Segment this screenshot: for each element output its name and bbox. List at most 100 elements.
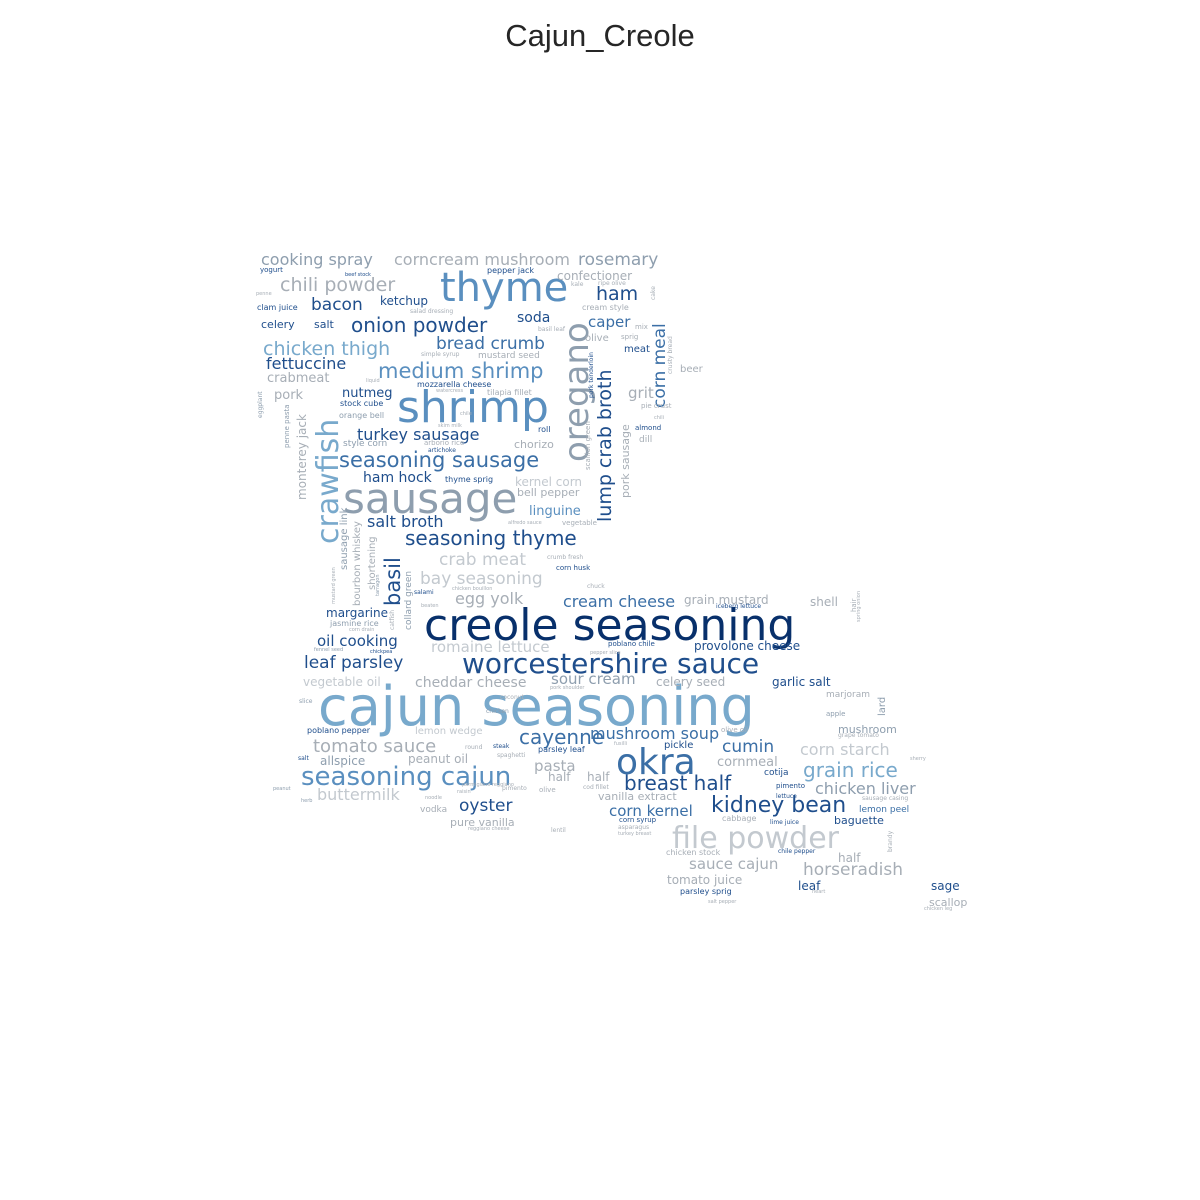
word-seasoning-sausage: seasoning sausage bbox=[339, 448, 540, 472]
word-mustard-seed: mustard seed bbox=[478, 351, 540, 361]
word-vodka: vodka bbox=[420, 805, 448, 815]
word-kale: kale bbox=[571, 281, 584, 288]
word-ripe-olive: ripe olive bbox=[598, 280, 626, 287]
word-salt-broth: salt broth bbox=[367, 512, 444, 531]
word-oyster: oyster bbox=[459, 796, 513, 816]
word-linguine: linguine bbox=[529, 504, 581, 519]
word-cayenne: cayenne bbox=[519, 725, 605, 749]
word-mozzarella-cheese: mozzarella cheese bbox=[417, 380, 492, 389]
word-tomato-sauce: tomato sauce bbox=[313, 736, 437, 757]
word-parsley-sprig: parsley sprig bbox=[680, 887, 732, 896]
word-cabbage: cabbage bbox=[722, 814, 757, 823]
word-grain-mustard: grain mustard bbox=[684, 593, 769, 607]
word-corncream-mushroom: corncream mushroom bbox=[394, 250, 570, 269]
word-watercress: watercress bbox=[436, 388, 464, 394]
word-scallop: scallop bbox=[929, 896, 968, 909]
word-crumb-fresh: crumb fresh bbox=[547, 554, 584, 561]
word-corn-syrup: corn syrup bbox=[619, 816, 657, 824]
word-pork-sausage: pork sausage bbox=[619, 424, 632, 498]
word-breast-half: breast half bbox=[624, 771, 732, 795]
word-onion-powder: onion powder bbox=[351, 313, 488, 337]
word-brandy: brandy bbox=[887, 830, 894, 852]
word-egg-yolk: egg yolk bbox=[455, 589, 524, 608]
word-corn-drain: corn drain bbox=[349, 627, 375, 633]
word-spaghetti: spaghetti bbox=[497, 752, 526, 759]
word-yogurt: yogurt bbox=[260, 266, 283, 274]
word-half-2: half bbox=[587, 770, 610, 784]
word-half-3: half bbox=[838, 851, 861, 865]
word-thyme-sprig: thyme sprig bbox=[445, 475, 494, 484]
word-tarragon: tarragon bbox=[375, 574, 381, 596]
word-parmigiano-reggiano: parmigiano reggiano bbox=[462, 782, 514, 788]
word-fusilli: fusilli bbox=[614, 741, 628, 747]
word-salt: salt bbox=[314, 318, 334, 331]
word-almond: almond bbox=[635, 424, 662, 432]
word-meat: meat bbox=[624, 344, 650, 355]
word-chili: chili bbox=[654, 415, 665, 421]
word-salt-pepper: salt pepper bbox=[708, 899, 737, 905]
word-salad-dressing: salad dressing bbox=[410, 308, 454, 315]
word-olive-2: olive bbox=[539, 786, 556, 794]
word-basil: basil bbox=[381, 557, 405, 606]
word-pure-vanilla: pure vanilla bbox=[450, 816, 515, 829]
word-chile: chile bbox=[460, 411, 472, 417]
word-bacon: bacon bbox=[311, 295, 363, 315]
word-pimento-2: pimento bbox=[502, 785, 527, 792]
word-seasoning-cajun: seasoning cajun bbox=[301, 762, 512, 792]
word-cotija: cotija bbox=[764, 768, 789, 778]
word-corn-starch: corn starch bbox=[800, 740, 890, 759]
word-oil-cooking: oil cooking bbox=[317, 632, 398, 650]
word-horseradish: horseradish bbox=[803, 860, 904, 880]
word-cream-style: cream style bbox=[582, 303, 629, 312]
word-chili-powder: chili powder bbox=[280, 274, 396, 296]
word-celery-seed: celery seed bbox=[656, 675, 726, 689]
word-penne: penne bbox=[256, 291, 272, 297]
word-peanut-oil: peanut oil bbox=[408, 752, 469, 766]
word-cajun-seasoning: cajun seasoning bbox=[318, 675, 755, 738]
word-romaine-lettuce: romaine lettuce bbox=[431, 638, 550, 656]
word-herb: herb bbox=[301, 798, 313, 804]
word-mustard-green: mustard green bbox=[331, 567, 337, 604]
word-tomato-juice: tomato juice bbox=[667, 873, 743, 887]
word-reggiano-cheese: reggiano cheese bbox=[468, 826, 510, 832]
word-crusty-bread: crusty bread bbox=[667, 336, 674, 374]
word-shrimp: shrimp bbox=[397, 382, 549, 433]
word-stock-cube: stock cube bbox=[340, 399, 384, 408]
word-celery: celery bbox=[261, 318, 295, 331]
word-arborio-rice: arborio rice bbox=[424, 439, 465, 447]
word-vegetable-oil: vegetable oil bbox=[303, 675, 381, 689]
word-clam-juice: clam juice bbox=[257, 303, 298, 312]
word-sausage: sausage bbox=[343, 474, 518, 523]
word-beaten: beaten bbox=[421, 603, 439, 609]
word-alfredo-sauce: alfredo sauce bbox=[508, 520, 542, 526]
word-iceberg-lettuce: iceberg lettuce bbox=[716, 603, 762, 610]
word-chicken-leg: chicken leg bbox=[924, 906, 953, 912]
word-vegetable: vegetable bbox=[562, 519, 597, 527]
word-nutmeg: nutmeg bbox=[342, 386, 393, 401]
word-asparagus: asparagus bbox=[618, 824, 650, 831]
word-collard-green: collard green bbox=[404, 570, 414, 630]
word-lettuce: lettuce bbox=[776, 793, 797, 800]
word-ham-hock: ham hock bbox=[363, 470, 432, 486]
word-medium-shrimp: medium shrimp bbox=[378, 359, 544, 383]
word-rosemary: rosemary bbox=[578, 250, 659, 270]
word-steak: steak bbox=[493, 743, 510, 750]
word-cornmeal: cornmeal bbox=[717, 755, 778, 770]
word-mix: mix bbox=[635, 323, 648, 331]
word-thyme: thyme bbox=[440, 265, 569, 311]
word-eggplant: eggplant bbox=[257, 391, 264, 418]
word-round: round bbox=[465, 744, 483, 751]
word-fettuccine: fettuccine bbox=[266, 354, 347, 373]
word-poblano-pepper: poblano pepper bbox=[307, 726, 371, 735]
word-buttermilk: buttermilk bbox=[317, 785, 400, 804]
word-sausage-casing: sausage casing bbox=[862, 795, 909, 802]
word-cream-cheese: cream cheese bbox=[563, 592, 676, 611]
word-vanilla-extract: vanilla extract bbox=[598, 790, 677, 803]
word-garlic-salt: garlic salt bbox=[772, 675, 831, 689]
word-ham: ham bbox=[596, 283, 639, 305]
word-kidney-bean: kidney bean bbox=[711, 793, 847, 818]
word-fennel-seed: fennel seed bbox=[314, 647, 344, 653]
word-slice: slice bbox=[299, 698, 313, 705]
word-lemon-wedge: lemon wedge bbox=[415, 726, 483, 737]
word-pork-shoulder: pork shoulder bbox=[550, 685, 585, 691]
